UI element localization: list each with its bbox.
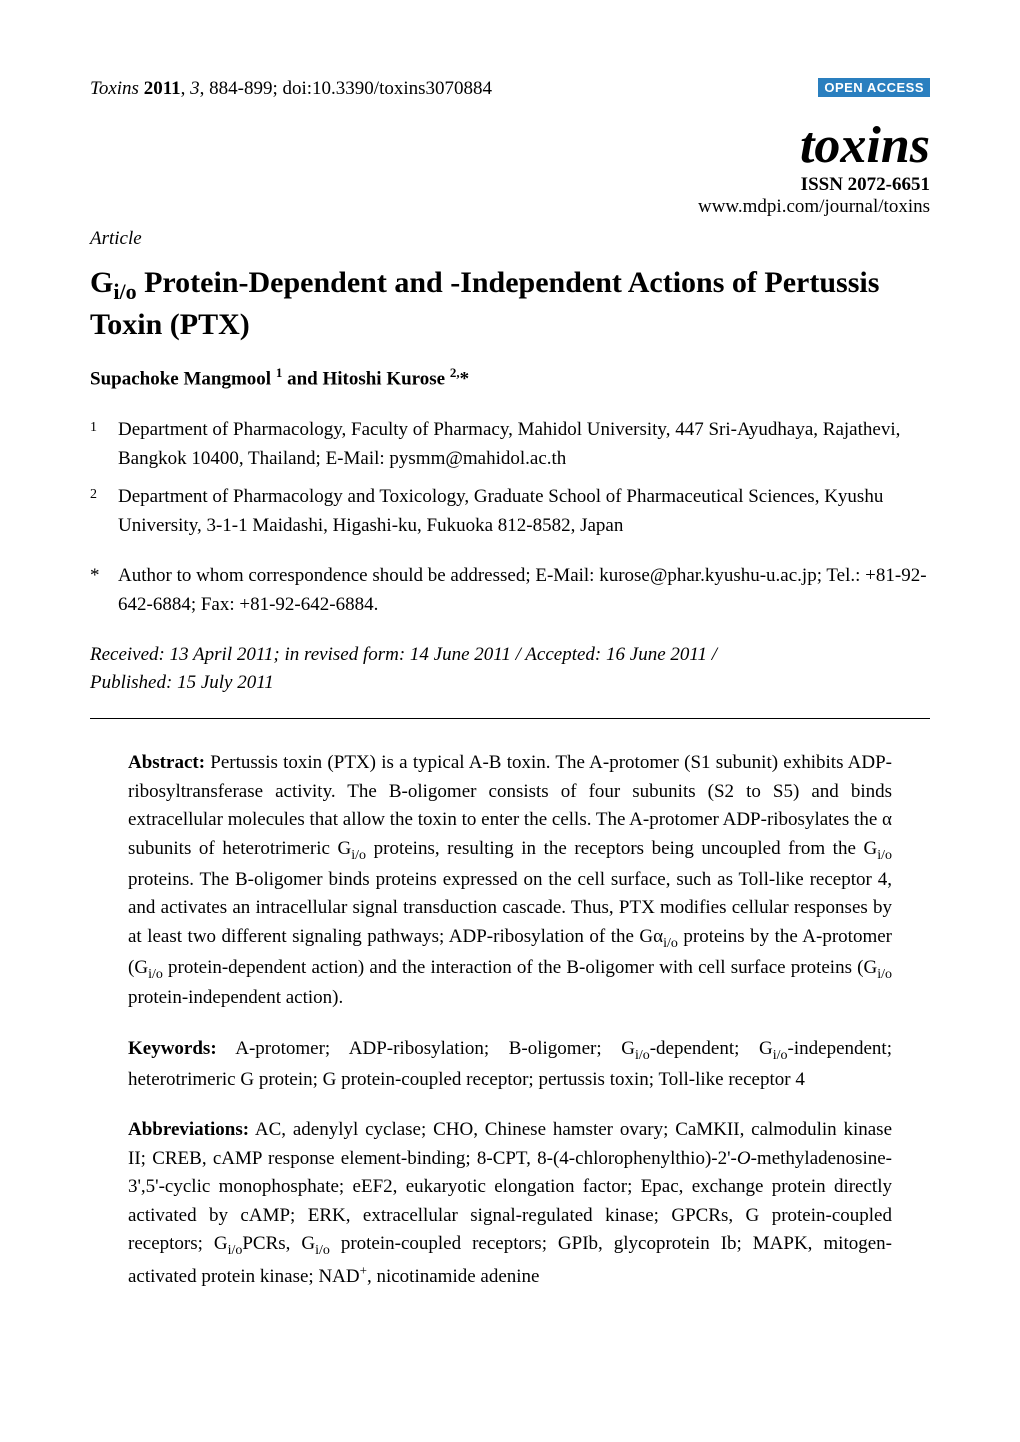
abstract-label: Abstract: [128, 752, 205, 773]
article-type: Article [90, 228, 930, 250]
issn: ISSN 2072-6651 [90, 174, 930, 196]
divider [90, 718, 930, 719]
keywords-text: A-protomer; ADP-ribosylation; B-oligomer… [128, 1038, 892, 1090]
journal-block: toxins ISSN 2072-6651 www.mdpi.com/journ… [90, 120, 930, 218]
abstract-paragraph: Abstract: Pertussis toxin (PTX) is a typ… [128, 749, 892, 1012]
running-header: Toxins 2011, 3, 884-899; doi:10.3390/tox… [90, 78, 930, 100]
correspondence: * Author to whom correspondence should b… [90, 562, 930, 619]
pages: 884-899 [209, 78, 272, 99]
keywords-paragraph: Keywords: A-protomer; ADP-ribosylation; … [128, 1035, 892, 1094]
page: Toxins 2011, 3, 884-899; doi:10.3390/tox… [0, 0, 1020, 1442]
affiliation-text: Department of Pharmacology and Toxicolog… [118, 483, 930, 540]
affiliation-item: 2 Department of Pharmacology and Toxicol… [90, 483, 930, 540]
open-access-badge: OPEN ACCESS [818, 78, 930, 97]
correspondence-text: Author to whom correspondence should be … [118, 562, 930, 619]
dates-line: Published: 15 July 2011 [90, 672, 274, 693]
abstract-block: Abstract: Pertussis toxin (PTX) is a typ… [90, 749, 930, 1291]
affiliation-item: 1 Department of Pharmacology, Faculty of… [90, 416, 930, 473]
journal-url: www.mdpi.com/journal/toxins [90, 196, 930, 218]
keywords-label: Keywords: [128, 1038, 217, 1059]
affiliation-number: 1 [90, 416, 118, 473]
dates-line: Received: 13 April 2011; in revised form… [90, 644, 717, 665]
article-title: Gi/o Protein-Dependent and -Independent … [90, 264, 930, 343]
authors: Supachoke Mangmool 1 and Hitoshi Kurose … [90, 365, 930, 390]
abbreviations-paragraph: Abbreviations: AC, adenylyl cyclase; CHO… [128, 1116, 892, 1292]
abstract-text: Pertussis toxin (PTX) is a typical A-B t… [128, 752, 892, 1008]
affiliation-text: Department of Pharmacology, Faculty of P… [118, 416, 930, 473]
doi: doi:10.3390/toxins3070884 [283, 78, 493, 99]
year: 2011 [144, 78, 181, 99]
abbreviations-label: Abbreviations: [128, 1119, 249, 1140]
dates: Received: 13 April 2011; in revised form… [90, 641, 930, 696]
affiliation-list: 1 Department of Pharmacology, Faculty of… [90, 416, 930, 540]
abbreviations-text: AC, adenylyl cyclase; CHO, Chinese hamst… [128, 1119, 892, 1287]
volume: 3 [190, 78, 200, 99]
journal-name: toxins [90, 120, 930, 172]
correspondence-star: * [90, 562, 118, 619]
journal-abbrev: Toxins [90, 78, 139, 99]
affiliation-number: 2 [90, 483, 118, 540]
